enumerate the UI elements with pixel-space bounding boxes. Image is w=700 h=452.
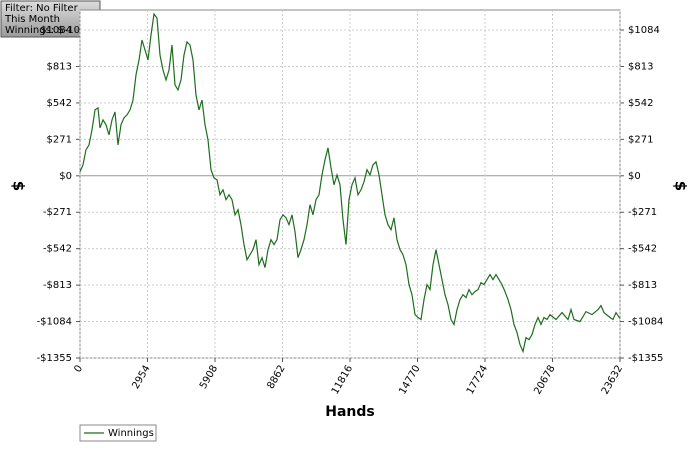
- y2-tick-label: $0: [628, 171, 641, 182]
- y-tick-label: -$813: [43, 280, 72, 291]
- y-tick-label: -$1084: [37, 317, 72, 328]
- info-text: This Month: [4, 14, 60, 25]
- y2-tick-label: $271: [628, 134, 653, 145]
- legend-label: Winnings: [108, 428, 154, 439]
- y2-axis-title: $: [672, 181, 690, 191]
- y-tick-label: -$1355: [37, 353, 72, 364]
- y-tick-label: -$271: [43, 207, 72, 218]
- y-tick-label: $813: [47, 61, 72, 72]
- y-tick-label: -$542: [43, 244, 72, 255]
- x-axis-title: Hands: [325, 404, 375, 420]
- y2-tick-label: $1084: [628, 25, 660, 36]
- y-axis-title: $: [10, 181, 28, 191]
- info-text: Filter: No Filter: [5, 3, 79, 14]
- y-tick-label: $271: [47, 134, 72, 145]
- line-series: [79, 12, 621, 354]
- y2-tick-label: -$271: [628, 207, 657, 218]
- y-tick-label: $1084: [40, 25, 72, 36]
- y2-tick-label: -$1084: [628, 317, 663, 328]
- y-tick-label: $542: [47, 98, 72, 109]
- y2-tick-label: $813: [628, 61, 653, 72]
- y2-tick-label: -$813: [628, 280, 657, 291]
- y2-tick-label: $542: [628, 98, 653, 109]
- legend-box: [79, 424, 157, 442]
- x-tick-label: 0: [72, 364, 85, 375]
- y2-tick-label: -$1355: [628, 353, 663, 364]
- y-tick-label: $0: [59, 171, 72, 182]
- y2-tick-label: -$542: [628, 244, 657, 255]
- info-text: Winnings: $-1061.72: [5, 25, 109, 36]
